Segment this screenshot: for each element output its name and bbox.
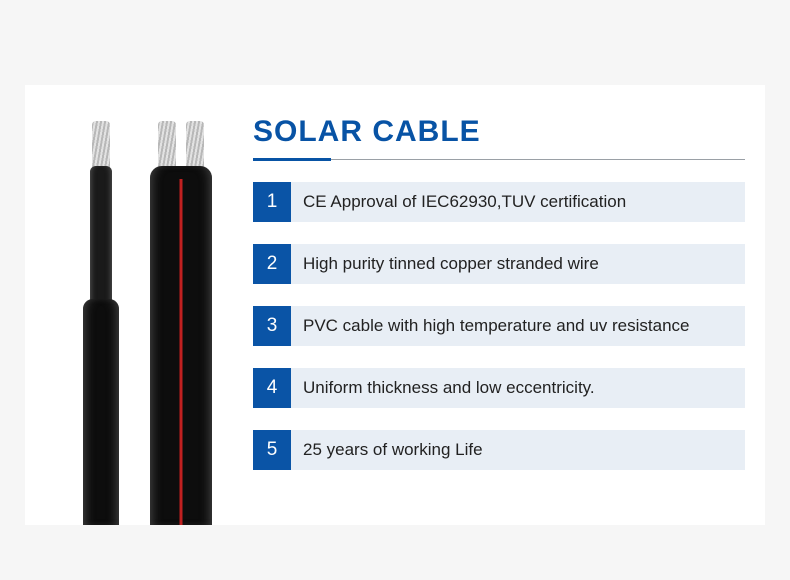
feature-row: 2High purity tinned copper stranded wire xyxy=(253,244,745,284)
cable-twin xyxy=(150,121,212,525)
feature-text: PVC cable with high temperature and uv r… xyxy=(291,306,745,346)
cable-single xyxy=(83,121,119,525)
content-panel: SOLAR CABLE 1CE Approval of IEC62930,TUV… xyxy=(225,115,745,525)
feature-number: 3 xyxy=(253,306,291,346)
cable-illustration xyxy=(55,115,225,525)
info-card: SOLAR CABLE 1CE Approval of IEC62930,TUV… xyxy=(25,85,765,525)
feature-number: 1 xyxy=(253,182,291,222)
product-title: SOLAR CABLE xyxy=(253,115,745,149)
feature-number: 5 xyxy=(253,430,291,470)
feature-number: 2 xyxy=(253,244,291,284)
feature-text: Uniform thickness and low eccentricity. xyxy=(291,368,745,408)
feature-text: 25 years of working Life xyxy=(291,430,745,470)
feature-row: 525 years of working Life xyxy=(253,430,745,470)
feature-number: 4 xyxy=(253,368,291,408)
feature-row: 3PVC cable with high temperature and uv … xyxy=(253,306,745,346)
feature-list: 1CE Approval of IEC62930,TUV certificati… xyxy=(253,182,745,470)
feature-text: CE Approval of IEC62930,TUV certificatio… xyxy=(291,182,745,222)
feature-text: High purity tinned copper stranded wire xyxy=(291,244,745,284)
title-underline xyxy=(253,159,745,160)
feature-row: 1CE Approval of IEC62930,TUV certificati… xyxy=(253,182,745,222)
feature-row: 4Uniform thickness and low eccentricity. xyxy=(253,368,745,408)
